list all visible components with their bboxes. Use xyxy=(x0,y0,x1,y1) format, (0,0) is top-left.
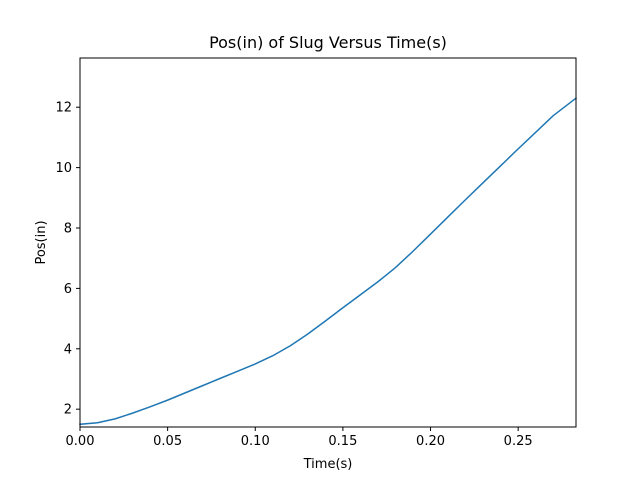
x-tick-label: 0.05 xyxy=(153,434,182,449)
y-tick-label: 4 xyxy=(64,342,72,357)
x-tick-label: 0.25 xyxy=(504,434,533,449)
x-tick-label: 0.20 xyxy=(416,434,445,449)
y-tick-label: 12 xyxy=(55,101,72,116)
y-tick-label: 6 xyxy=(64,282,72,297)
y-tick-label: 8 xyxy=(64,222,72,237)
y-axis-ticks: 2 4 6 8 10 12 xyxy=(55,101,80,418)
series-line xyxy=(79,97,578,426)
x-axis-ticks: 0.00 0.05 0.10 0.15 0.20 0.25 xyxy=(66,427,533,449)
y-tick-label: 2 xyxy=(64,403,72,418)
x-tick-label: 0.10 xyxy=(241,434,270,449)
chart-title: Pos(in) of Slug Versus Time(s) xyxy=(209,33,447,52)
x-tick-label: 0.00 xyxy=(66,434,95,449)
y-tick-label: 10 xyxy=(55,161,72,176)
axes-frame xyxy=(79,57,577,428)
plot-area xyxy=(79,57,578,428)
y-axis-label: Pos(in) xyxy=(34,220,49,264)
x-tick-label: 0.15 xyxy=(328,434,357,449)
x-axis-label: Time(s) xyxy=(303,457,353,472)
